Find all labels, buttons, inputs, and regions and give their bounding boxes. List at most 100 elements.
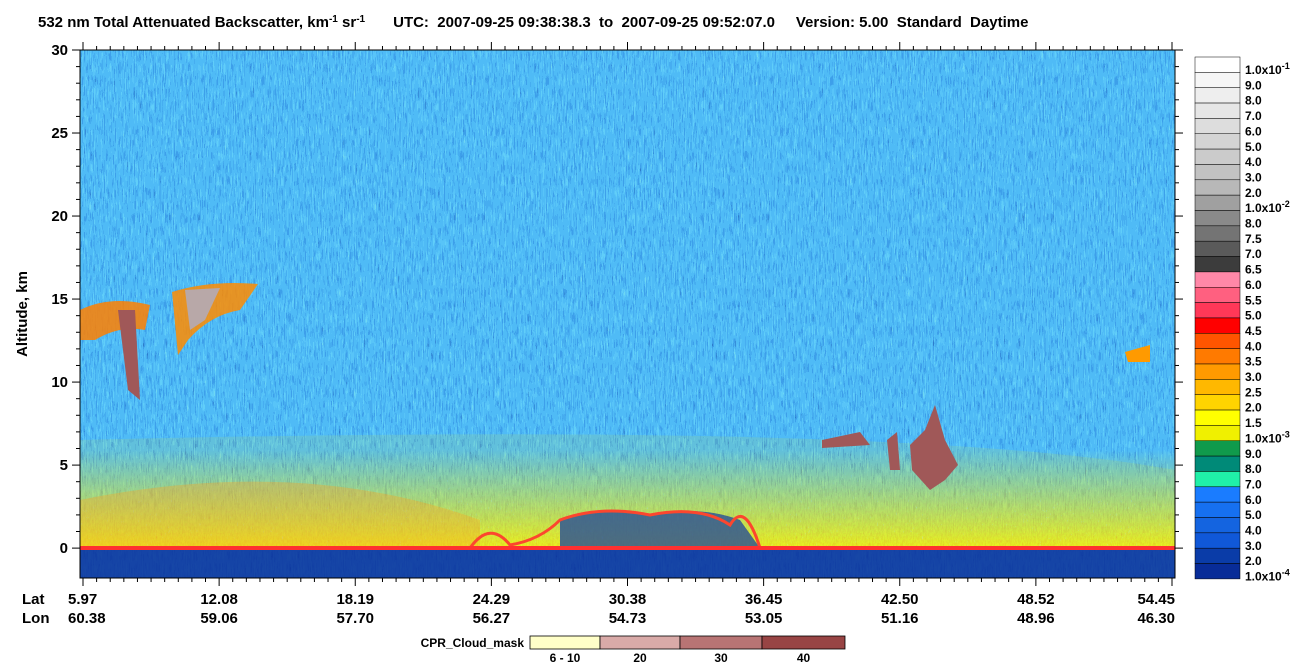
colorbar-box — [1194, 72, 1241, 88]
colorbar-label-exponent: -3 — [1282, 429, 1290, 439]
lat-tick-label: 5.97 — [68, 591, 97, 608]
colorbar-label: 2.5 — [1245, 385, 1262, 399]
x-row-label: Lon — [22, 610, 50, 627]
cpr-cloud — [822, 432, 870, 448]
y-axis-label: Altitude, km — [14, 271, 31, 357]
colorbar-label-exponent: -1 — [1282, 61, 1290, 71]
cpr-legend-box — [529, 635, 601, 650]
colorbar-label: 3.0 — [1245, 170, 1262, 184]
colorbar-label: 9.0 — [1245, 447, 1262, 461]
colorbar-box — [1194, 240, 1241, 257]
cpr-legend-label: 20 — [633, 651, 647, 665]
colorbar-box — [1194, 194, 1241, 211]
lon-tick-label: 51.16 — [881, 610, 919, 627]
colorbar-label: 7.0 — [1245, 247, 1262, 261]
title-text: 532 nm Total Attenuated Backscatter, km — [38, 14, 329, 31]
colorbar-box — [1194, 563, 1241, 580]
colorbar-box — [1194, 547, 1241, 564]
cpr-legend-title: CPR_Cloud_mask — [421, 636, 525, 650]
colorbar-box — [1194, 455, 1241, 472]
title-superscript: -1 — [356, 14, 365, 25]
aerosol-core — [80, 481, 480, 548]
y-tick-label: 5 — [60, 457, 68, 474]
colorbar: 1.0x10-19.08.07.06.05.04.03.02.01.0x10-2… — [1194, 56, 1290, 584]
colorbar-label: 4.0 — [1245, 339, 1262, 353]
cpr-legend-label: 40 — [797, 651, 811, 665]
lon-tick-label: 48.96 — [1017, 610, 1055, 627]
lat-tick-label: 54.45 — [1137, 591, 1175, 608]
surface-elevation — [468, 509, 762, 549]
lat-tick-label: 48.52 — [1017, 591, 1055, 608]
cpr-legend-label: 30 — [714, 651, 728, 665]
terrain-shadow — [560, 511, 760, 548]
y-tick-label: 10 — [51, 374, 68, 391]
colorbar-label: 5.0 — [1245, 508, 1262, 522]
y-tick-label: 25 — [51, 125, 68, 142]
title-info: UTC: 2007-09-25 09:38:38.3 to 2007-09-25… — [393, 14, 1028, 31]
colorbar-label: 5.5 — [1245, 293, 1262, 307]
colorbar-label: 4.5 — [1245, 324, 1262, 338]
cpr-legend-label: 6 - 10 — [550, 651, 581, 665]
colorbar-box — [1194, 317, 1241, 334]
colorbar-label-base: 1.0x10 — [1245, 570, 1282, 584]
lat-tick-label: 36.45 — [745, 591, 783, 608]
colorbar-label: 6.0 — [1245, 493, 1262, 507]
colorbar-label-base: 1.0x10 — [1245, 431, 1282, 445]
lat-tick-label: 12.08 — [200, 591, 238, 608]
title-text: sr — [338, 14, 357, 31]
colorbar-box — [1194, 179, 1241, 196]
colorbar-box — [1194, 148, 1241, 165]
colorbar-label: 6.5 — [1245, 263, 1262, 277]
colorbar-label: 3.0 — [1245, 370, 1262, 384]
colorbar-box — [1194, 471, 1241, 488]
colorbar-box — [1194, 56, 1241, 73]
cpr-legend: CPR_Cloud_mask 6 - 10 20 30 40 — [421, 635, 846, 665]
colorbar-box — [1194, 409, 1241, 426]
chart-title: 532 nm Total Attenuated Backscatter, km-… — [38, 14, 1028, 32]
colorbar-box — [1194, 302, 1241, 319]
colorbar-label: 6.0 — [1245, 278, 1262, 292]
colorbar-label: 2.0 — [1245, 554, 1262, 568]
backscatter-curtain — [80, 50, 1175, 578]
colorbar-label: 8.0 — [1245, 462, 1262, 476]
cpr-cloud — [887, 432, 900, 470]
y-tick-label: 30 — [51, 42, 68, 59]
cpr-cloud — [185, 288, 220, 330]
haze — [80, 434, 1175, 548]
colorbar-box — [1194, 256, 1241, 273]
colorbar-label: 1.0x10-3 — [1245, 429, 1290, 445]
colorbar-box — [1194, 440, 1241, 457]
colorbar-box — [1194, 363, 1241, 380]
colorbar-label: 7.0 — [1245, 477, 1262, 491]
colorbar-box — [1194, 486, 1241, 503]
colorbar-box — [1194, 394, 1241, 411]
title-superscript: -1 — [329, 14, 338, 25]
colorbar-box — [1194, 87, 1241, 104]
colorbar-label: 6.0 — [1245, 124, 1262, 138]
colorbar-label-base: 1.0x10 — [1245, 63, 1282, 77]
colorbar-box — [1194, 333, 1241, 349]
lon-tick-label: 56.27 — [473, 610, 511, 627]
colorbar-label-base: 1.0x10 — [1245, 201, 1282, 215]
cpr-cloud — [118, 310, 140, 400]
lon-tick-label: 53.05 — [745, 610, 783, 627]
colorbar-label: 3.0 — [1245, 539, 1262, 553]
colorbar-box — [1194, 102, 1241, 119]
lon-tick-label: 59.06 — [200, 610, 238, 627]
lat-tick-label: 24.29 — [473, 591, 511, 608]
colorbar-label: 7.0 — [1245, 109, 1262, 123]
colorbar-label: 1.5 — [1245, 416, 1262, 430]
colorbar-box — [1194, 225, 1241, 242]
colorbar-box — [1194, 271, 1241, 288]
lat-tick-label: 42.50 — [881, 591, 919, 608]
colorbar-box — [1194, 164, 1241, 181]
axes: 0 5 10 15 20 25 30 Lat Lon 5.97 60.38 12.08 59.06 18.… — [22, 42, 1183, 627]
cpr-legend-box — [599, 635, 681, 650]
surface-return — [80, 546, 1175, 550]
lat-tick-label: 18.19 — [336, 591, 374, 608]
colorbar-box — [1194, 517, 1241, 534]
colorbar-label: 5.0 — [1245, 140, 1262, 154]
y-tick-label: 0 — [60, 540, 68, 557]
colorbar-label: 1.0x10-4 — [1245, 568, 1290, 584]
